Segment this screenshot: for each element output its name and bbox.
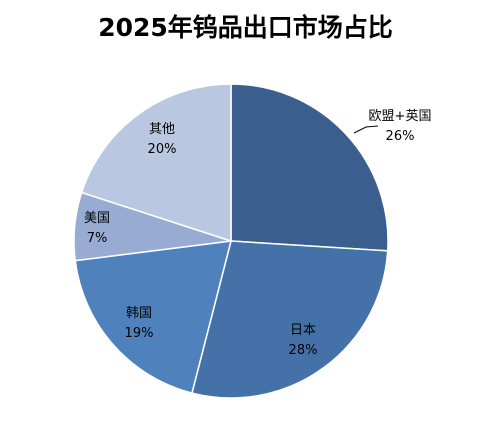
- slice-name-label: 韩国: [126, 306, 152, 321]
- pie-slice-2: [191, 240, 389, 399]
- slice-name-label: 欧盟+英国: [369, 109, 432, 124]
- slice-name-label: 其他: [149, 122, 175, 137]
- slice-name-label: 日本: [290, 323, 316, 338]
- slice-percent-label: 7%: [87, 231, 108, 246]
- slice-name-label: 美国: [84, 211, 110, 226]
- slice-percent-label: 28%: [289, 343, 318, 358]
- chart-title: 2025年钨品出口市场占比: [98, 13, 393, 42]
- pie-slice-1: [230, 83, 389, 252]
- slice-percent-label: 19%: [125, 326, 154, 341]
- slice-percent-label: 26%: [386, 129, 415, 144]
- leader-line: [353, 125, 379, 134]
- pie-slice-3: [74, 240, 233, 394]
- slice-percent-label: 20%: [148, 142, 177, 157]
- pie-slice-5: [80, 83, 232, 243]
